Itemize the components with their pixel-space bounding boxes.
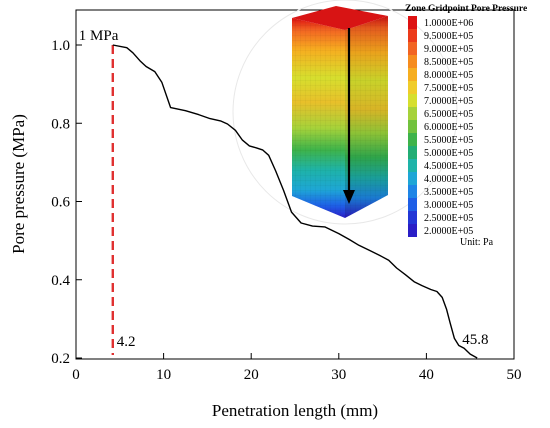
- pore-pressure-contour-model: [292, 6, 388, 218]
- legend-swatch: [408, 16, 417, 29]
- x-tick-label: 40: [419, 367, 434, 383]
- x-tick-label: 10: [156, 367, 171, 383]
- legend-entry-label: 5.5000E+05: [424, 135, 473, 146]
- y-tick-label: 1.0: [51, 38, 70, 54]
- y-tick-label: 0.6: [51, 195, 70, 211]
- model-front-mesh: [292, 18, 345, 218]
- legend-swatch: [408, 159, 417, 172]
- legend-entry-label: 6.0000E+05: [424, 122, 473, 133]
- series-line: [112, 44, 478, 359]
- legend-entry-label: 3.5000E+05: [424, 187, 473, 198]
- legend-entry-label: 1.0000E+06: [424, 18, 473, 29]
- x-tick-label: 0: [72, 367, 80, 383]
- depth-arrow-head: [343, 190, 355, 204]
- legend-swatch: [408, 224, 417, 237]
- plot-frame: [75, 9, 515, 360]
- legend-swatch: [408, 146, 417, 159]
- legend-entry-label: 4.0000E+05: [424, 174, 473, 185]
- legend-swatch: [408, 42, 417, 55]
- inset-background-circle: [232, 0, 458, 225]
- legend-title: Zone Gridpoint Pore Pressure: [405, 4, 527, 14]
- model-top-face: [292, 6, 388, 30]
- legend-entry-label: 7.0000E+05: [424, 96, 473, 107]
- axes: Penetration length (mm) Pore pressure (M…: [9, 114, 378, 420]
- legend-entry-label: 8.0000E+05: [424, 70, 473, 81]
- x-tick-label: 50: [507, 367, 522, 383]
- legend-entry-label: 4.5000E+05: [424, 161, 473, 172]
- legend-swatch: [408, 29, 417, 42]
- unit-label: Unit: Pa: [460, 237, 494, 248]
- legend-entry-label: 9.0000E+05: [424, 44, 473, 55]
- annotation-label: 1 MPa: [79, 28, 119, 44]
- legend-swatch: [408, 133, 417, 146]
- legend-swatch: [408, 185, 417, 198]
- y-axis-label: Pore pressure (MPa): [9, 114, 28, 254]
- x-axis-label: Penetration length (mm): [212, 401, 378, 420]
- legend-swatch: [408, 107, 417, 120]
- legend-swatch: [408, 198, 417, 211]
- y-tick-label: 0.2: [51, 351, 70, 367]
- legend-entry-label: 5.0000E+05: [424, 148, 473, 159]
- legend-swatch: [408, 81, 417, 94]
- axis-ticks: 0 10 20 30 40 50 0.2 0.4 0.6 0.8 1.0: [51, 38, 521, 383]
- x-tick-label: 30: [331, 367, 346, 383]
- legend-entry-label: 8.5000E+05: [424, 57, 473, 68]
- legend-swatch: [408, 211, 417, 224]
- legend-swatch: [408, 55, 417, 68]
- legend-swatch: [408, 68, 417, 81]
- y-tick-label: 0.4: [51, 273, 70, 289]
- x-tick-label: 20: [244, 367, 259, 383]
- legend-entry-label: 3.0000E+05: [424, 200, 473, 211]
- legend-entry-label: 9.5000E+05: [424, 31, 473, 42]
- contour-legend: Zone Gridpoint Pore Pressure Unit: Pa 1.…: [405, 4, 527, 248]
- legend-entry-label: 2.5000E+05: [424, 213, 473, 224]
- legend-entry-label: 7.5000E+05: [424, 83, 473, 94]
- legend-entry-label: 2.0000E+05: [424, 226, 473, 237]
- annotation-label: 45.8: [462, 332, 488, 348]
- legend-swatch: [408, 120, 417, 133]
- legend-swatch: [408, 94, 417, 107]
- series-layer: [111, 44, 478, 359]
- y-tick-label: 0.8: [51, 116, 70, 132]
- model-side-mesh: [345, 16, 388, 218]
- legend-entry-label: 6.5000E+05: [424, 109, 473, 120]
- legend-swatch: [408, 172, 417, 185]
- annotations: 1 MPa 4.2 45.8: [79, 28, 489, 350]
- annotation-label: 4.2: [117, 334, 136, 350]
